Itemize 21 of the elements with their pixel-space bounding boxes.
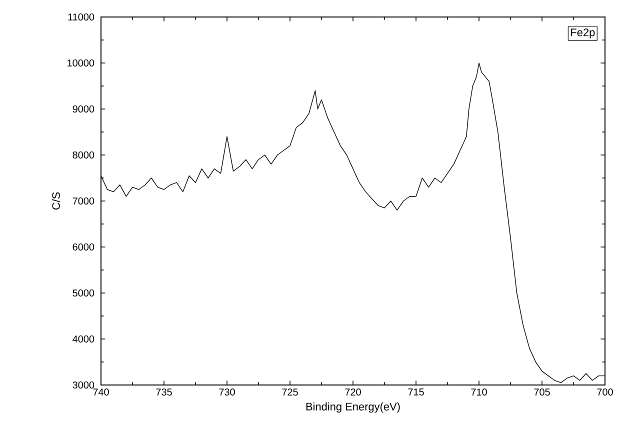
- y-tick-label: 9000: [72, 105, 94, 113]
- x-tick-label: 705: [534, 388, 550, 396]
- y-tick-label: 8000: [72, 151, 94, 159]
- y-tick-label: 6000: [72, 243, 94, 251]
- y-tick-label: 7000: [72, 197, 94, 205]
- x-axis-title: Binding Energy(eV): [306, 402, 400, 413]
- y-tick-label: 3000: [72, 381, 94, 389]
- x-tick-label: 725: [282, 388, 298, 396]
- y-tick-label: 4000: [72, 335, 94, 343]
- x-tick-label: 735: [156, 388, 172, 396]
- y-tick-label: 11000: [68, 13, 94, 21]
- y-tick-label: 10000: [68, 59, 94, 67]
- x-tick-label: 720: [345, 388, 361, 396]
- x-tick-label: 730: [219, 388, 235, 396]
- x-tick-label: 710: [471, 388, 487, 396]
- x-tick-label: 740: [93, 388, 109, 396]
- x-tick-label: 715: [408, 388, 424, 396]
- y-tick-label: 5000: [72, 289, 94, 297]
- y-axis-title: C/S: [52, 192, 60, 210]
- x-tick-label: 700: [597, 388, 613, 396]
- annotation: Fe2p: [571, 28, 595, 38]
